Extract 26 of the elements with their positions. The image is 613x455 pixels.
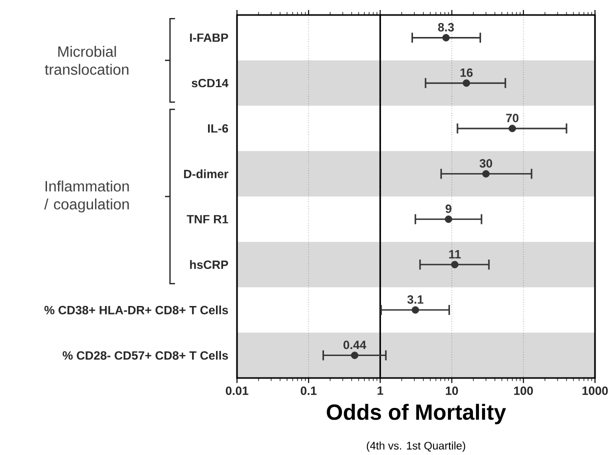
data-label: 9 [446,204,452,213]
y-tick-label: IL-6 [208,124,228,133]
y-tick-label: I-FABP [190,34,228,42]
data-label: 8.3 [438,23,454,32]
y-tick-label: hsCRP [190,260,228,269]
data-label: 0.44 [344,340,366,350]
x-tick-label: 10 [446,386,458,395]
y-tick-label: sCD14 [192,78,228,88]
y-tick-label: % CD28- CD57+ CD8+ T Cells [62,350,228,360]
x-axis-title: Odds of Mortality [326,404,506,424]
x-tick-label: 100 [514,386,533,395]
y-tick-label: % CD38+ HLA-DR+ CD8+ T Cells [44,306,228,314]
data-label: 3.1 [407,295,424,304]
data-label: 30 [480,159,492,168]
text: (4th vs. 1st Quartile) [366,442,466,452]
x-tick-label: 0.1 [300,386,317,395]
x-tick-label: 0.01 [226,386,248,395]
y-tick-label: TNF R1 [186,215,228,224]
y-tick-label: D-dimer [184,169,228,178]
text: Inflammation / coagulation [44,180,129,212]
data-label: 11 [449,250,461,258]
text: Microbial translocation [44,46,128,75]
x-tick-label: 1000 [582,386,608,395]
x-tick-label: 1 [378,386,384,395]
data-label: 70 [506,114,518,122]
data-label: 16 [460,68,473,77]
